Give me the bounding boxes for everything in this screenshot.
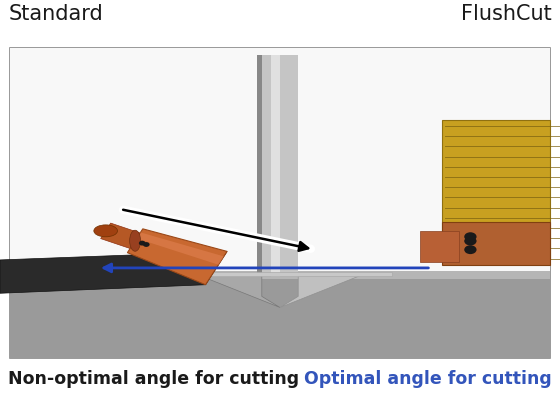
Bar xyxy=(442,221,550,265)
Circle shape xyxy=(143,242,150,247)
Bar xyxy=(10,48,550,358)
Text: FlushCut: FlushCut xyxy=(461,4,552,24)
Polygon shape xyxy=(137,232,224,265)
Ellipse shape xyxy=(130,230,141,251)
Polygon shape xyxy=(280,274,364,307)
Circle shape xyxy=(464,237,477,246)
Text: Optimal angle for cutting: Optimal angle for cutting xyxy=(304,370,552,388)
Text: Non-optimal angle for cutting: Non-optimal angle for cutting xyxy=(8,370,300,388)
Bar xyxy=(10,271,550,358)
Bar xyxy=(271,55,280,277)
Ellipse shape xyxy=(94,225,118,237)
Circle shape xyxy=(139,241,146,246)
Polygon shape xyxy=(101,223,140,248)
Bar xyxy=(442,120,550,259)
Polygon shape xyxy=(196,274,280,307)
Polygon shape xyxy=(128,229,227,285)
Text: Standard: Standard xyxy=(8,4,103,24)
Bar xyxy=(257,55,298,277)
Polygon shape xyxy=(0,251,227,293)
Bar xyxy=(262,55,298,277)
Bar xyxy=(420,231,459,262)
Circle shape xyxy=(464,232,477,241)
Bar xyxy=(10,48,550,271)
Circle shape xyxy=(464,245,477,254)
Bar xyxy=(168,272,392,276)
Bar xyxy=(10,271,550,279)
